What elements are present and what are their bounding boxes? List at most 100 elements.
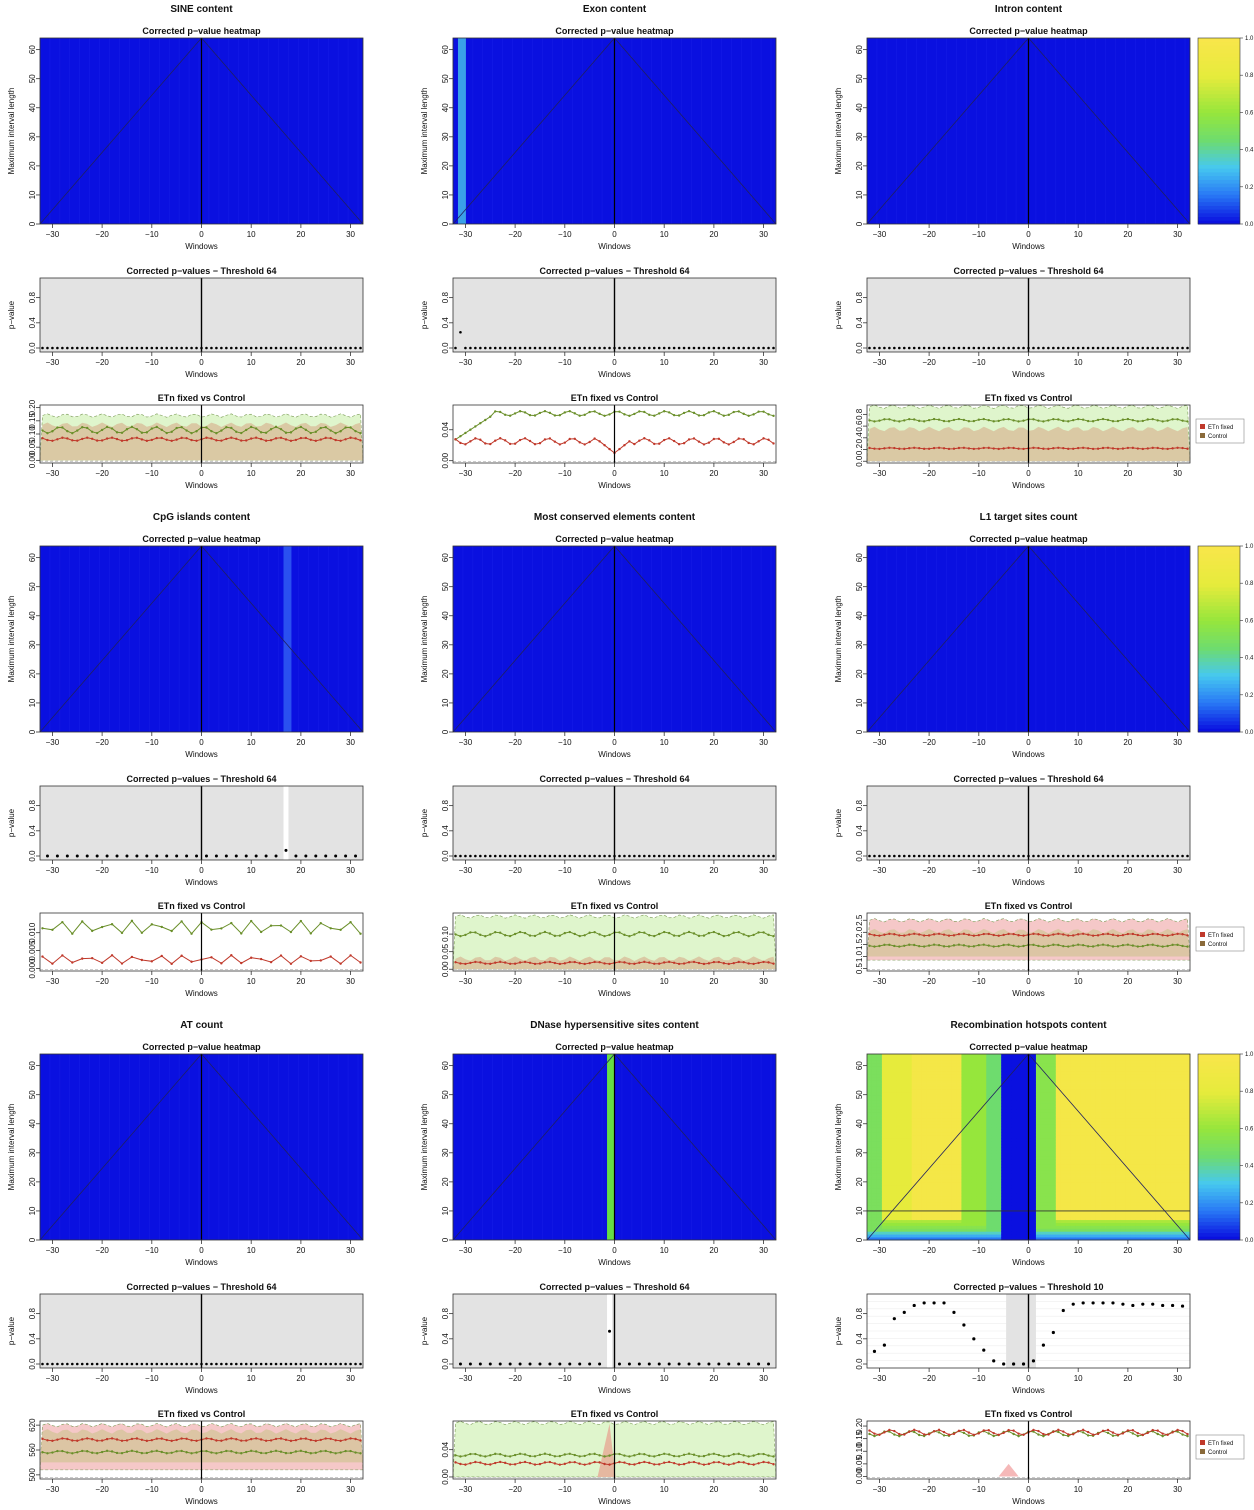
heatmap-cell (961, 1065, 967, 1069)
pvalue-point (868, 854, 871, 858)
heatmap-cell (1045, 1184, 1052, 1189)
heatmap-cell (901, 1187, 908, 1191)
control-point (523, 1453, 527, 1456)
heatmap-cell (1045, 1080, 1052, 1084)
pvalue-point (1171, 346, 1174, 350)
pvalue-point (344, 346, 347, 350)
heatmap-cell (901, 1109, 908, 1113)
heatmap-cell (991, 1132, 997, 1136)
heatmap-cell (1021, 1056, 1027, 1061)
heatmap-cell (926, 1152, 932, 1157)
etn-point (225, 1438, 228, 1441)
pvalue-point (195, 854, 199, 858)
control-point (71, 932, 74, 935)
heatmap-cell (881, 1054, 888, 1058)
heatmap-cell (886, 1094, 893, 1098)
heatmap-cell (916, 1094, 923, 1098)
heatmap-cell (941, 1132, 947, 1136)
heatmap-cell (966, 1147, 972, 1151)
heatmap-cell (906, 1097, 913, 1101)
control-point (707, 1453, 711, 1456)
etn-point (61, 1437, 64, 1440)
heatmap-cell (956, 1158, 962, 1162)
heatmap-cell (1021, 1176, 1027, 1180)
heatmap-cell (906, 1074, 913, 1078)
heatmap-cell (966, 1059, 972, 1064)
heatmap-cell (926, 1190, 932, 1194)
heatmap-cell (966, 1167, 972, 1171)
pvalue-point (75, 1362, 79, 1366)
heatmap-cell (1011, 1184, 1017, 1189)
heatmap-cell (1001, 1181, 1007, 1186)
etn-point (1091, 934, 1095, 937)
control-point (633, 933, 636, 936)
heatmap-cell (951, 1074, 957, 1078)
heatmap-cell (931, 1234, 937, 1238)
x-tick-label: 10 (660, 230, 669, 239)
control-point (987, 418, 990, 422)
etn-point (469, 961, 472, 965)
pvalue-point (254, 854, 258, 858)
heatmap-cell (931, 1181, 937, 1186)
pvalue-point (588, 854, 591, 858)
heatmap-cell (921, 1187, 928, 1191)
heatmap-cell (951, 1178, 957, 1183)
heatmap-cell (1045, 1120, 1052, 1125)
y-tick-label: 50 (855, 582, 864, 591)
heatmap-cell (1035, 1176, 1042, 1180)
heatmap-cell (921, 1225, 928, 1229)
heatmap-cell (881, 1164, 888, 1168)
heatmap-cell (1035, 1228, 1042, 1232)
control-point (329, 429, 332, 432)
heatmap-cell (1040, 1141, 1047, 1145)
heatmap-cell (936, 1237, 942, 1241)
heatmap-cell (916, 1115, 923, 1119)
control-point (653, 1455, 656, 1458)
heatmap-cell (871, 1077, 878, 1081)
heatmap-cell (1001, 1085, 1007, 1090)
etn-point (997, 934, 1000, 937)
etn-point (772, 962, 775, 965)
pvalue-point (1076, 854, 1080, 858)
control-point (997, 944, 1000, 948)
etn-point (235, 1438, 238, 1441)
heatmap-cell (961, 1199, 967, 1203)
heatmap-cell (871, 1062, 878, 1067)
colorbar-step (1198, 104, 1240, 110)
x-tick-label: 10 (660, 977, 669, 986)
heatmap-cell (871, 1202, 878, 1206)
y-tick-label: 0.00 (441, 961, 450, 977)
heatmap-cell (951, 1062, 957, 1067)
heatmap-cell (956, 1129, 962, 1133)
heatmap-cell (1045, 1222, 1052, 1226)
heatmap-cell (876, 1068, 883, 1072)
etn-point (324, 436, 327, 440)
heatmap-cell (911, 1222, 918, 1226)
heatmap-cell (951, 1152, 957, 1157)
control-point (653, 934, 656, 938)
heatmap-cell (1045, 1158, 1052, 1162)
pvalue-point (135, 1362, 139, 1366)
heatmap-cell (971, 1147, 977, 1151)
heatmap-cell (911, 1077, 918, 1081)
x-tick-label: 30 (759, 977, 768, 986)
heatmap-cell (1035, 1149, 1042, 1154)
control-point (100, 1450, 104, 1454)
heatmap-cell (946, 1170, 952, 1174)
x-tick-label: −10 (558, 1246, 572, 1255)
heatmap-cell (901, 1231, 908, 1235)
etn-point (319, 1438, 322, 1442)
y-tick-label: 0.4 (855, 825, 864, 837)
heatmap-cell (867, 1141, 873, 1145)
heatmap-cell (961, 1091, 967, 1096)
y-tick-label: 0.8 (28, 800, 37, 812)
etn-point (538, 442, 542, 445)
control-point (593, 1452, 596, 1456)
control-point (190, 1452, 193, 1455)
control-point (682, 932, 686, 935)
heatmap-cell (991, 1216, 997, 1221)
heatmap-cell (1006, 1097, 1012, 1101)
pvalue-point (617, 1362, 621, 1366)
control-point (977, 418, 981, 421)
etn-point (1136, 933, 1140, 937)
